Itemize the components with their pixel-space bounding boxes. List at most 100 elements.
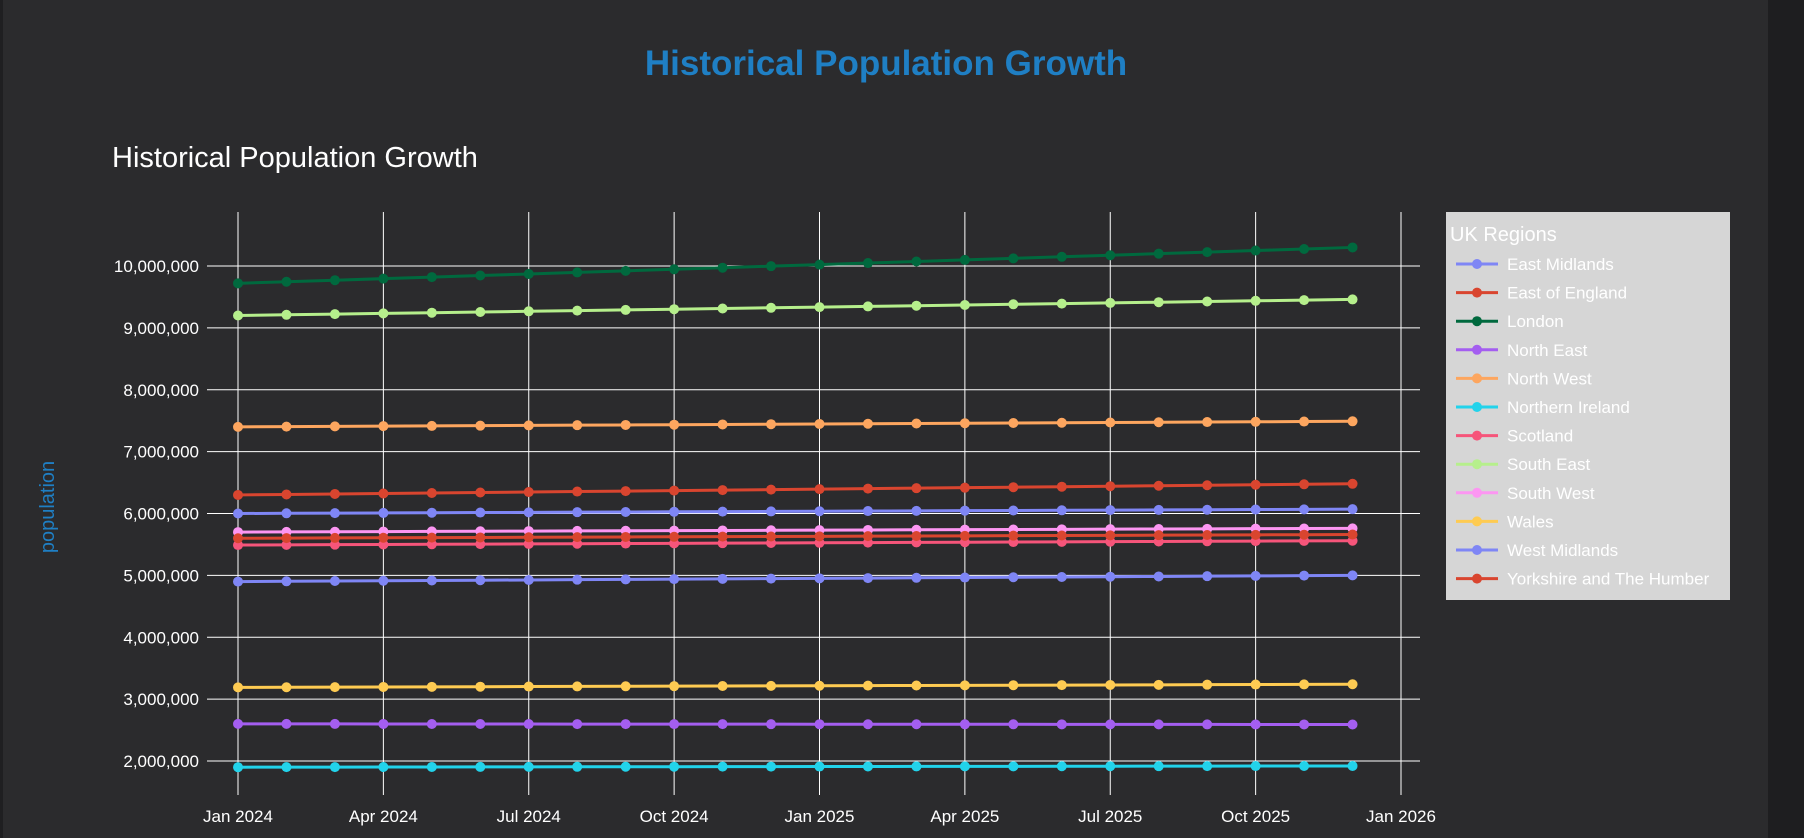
data-point[interactable] — [233, 533, 243, 544]
data-point[interactable] — [959, 719, 970, 730]
data-point[interactable] — [766, 484, 777, 495]
data-point[interactable] — [378, 575, 389, 586]
data-point[interactable] — [1153, 504, 1164, 515]
data-point[interactable] — [620, 419, 631, 430]
data-point[interactable] — [1299, 243, 1310, 254]
data-point[interactable] — [1153, 530, 1164, 541]
legend-item-northern-ireland[interactable]: Northern Ireland — [1456, 398, 1630, 417]
series-london[interactable] — [233, 242, 1358, 289]
data-point[interactable] — [669, 531, 680, 542]
data-point[interactable] — [329, 762, 340, 773]
series-north-west[interactable] — [233, 416, 1358, 432]
data-point[interactable] — [717, 573, 728, 584]
series-east-of-england[interactable] — [233, 478, 1358, 500]
data-point[interactable] — [1105, 530, 1116, 541]
data-point[interactable] — [862, 761, 873, 772]
data-point[interactable] — [1056, 719, 1067, 730]
data-point[interactable] — [378, 421, 389, 432]
data-point[interactable] — [620, 506, 631, 517]
data-point[interactable] — [572, 681, 583, 692]
data-point[interactable] — [862, 418, 873, 429]
data-point[interactable] — [766, 573, 777, 584]
data-point[interactable] — [911, 300, 922, 311]
data-point[interactable] — [717, 506, 728, 517]
data-point[interactable] — [426, 307, 437, 318]
legend-item-east-of-england[interactable]: East of England — [1456, 284, 1627, 303]
legend-item-north-west[interactable]: North West — [1456, 369, 1592, 388]
series-east-midlands[interactable] — [233, 570, 1358, 587]
data-point[interactable] — [1250, 245, 1261, 256]
data-point[interactable] — [717, 262, 728, 273]
data-point[interactable] — [1250, 295, 1261, 306]
data-point[interactable] — [862, 573, 873, 584]
data-point[interactable] — [1056, 761, 1067, 772]
data-point[interactable] — [911, 680, 922, 691]
data-point[interactable] — [523, 487, 534, 498]
data-point[interactable] — [378, 532, 389, 543]
data-point[interactable] — [1056, 298, 1067, 309]
data-point[interactable] — [717, 303, 728, 314]
data-point[interactable] — [1056, 481, 1067, 492]
data-point[interactable] — [620, 304, 631, 315]
data-point[interactable] — [1250, 570, 1261, 581]
data-point[interactable] — [523, 306, 534, 317]
data-point[interactable] — [717, 761, 728, 772]
data-point[interactable] — [1008, 418, 1019, 429]
data-point[interactable] — [475, 681, 486, 692]
data-point[interactable] — [1008, 482, 1019, 493]
data-point[interactable] — [1202, 761, 1213, 772]
data-point[interactable] — [1008, 253, 1019, 264]
data-point[interactable] — [572, 761, 583, 772]
data-point[interactable] — [959, 482, 970, 493]
data-point[interactable] — [523, 681, 534, 692]
data-point[interactable] — [1250, 416, 1261, 427]
data-point[interactable] — [1347, 570, 1358, 581]
data-point[interactable] — [572, 507, 583, 518]
data-point[interactable] — [1347, 760, 1358, 771]
data-point[interactable] — [378, 273, 389, 284]
data-point[interactable] — [1202, 504, 1213, 515]
data-point[interactable] — [1250, 529, 1261, 540]
data-point[interactable] — [1347, 504, 1358, 515]
data-point[interactable] — [1202, 417, 1213, 428]
data-point[interactable] — [475, 487, 486, 498]
data-point[interactable] — [233, 310, 243, 321]
data-point[interactable] — [475, 575, 486, 586]
data-point[interactable] — [1202, 480, 1213, 491]
legend[interactable]: UK Regions East Midlands East of England L… — [1446, 212, 1730, 600]
data-point[interactable] — [766, 261, 777, 272]
data-point[interactable] — [1105, 719, 1116, 730]
data-point[interactable] — [426, 718, 437, 729]
data-point[interactable] — [911, 256, 922, 267]
data-point[interactable] — [911, 530, 922, 541]
data-point[interactable] — [378, 762, 389, 773]
data-point[interactable] — [766, 680, 777, 691]
data-point[interactable] — [426, 507, 437, 518]
data-point[interactable] — [814, 573, 825, 584]
data-point[interactable] — [1105, 761, 1116, 772]
data-point[interactable] — [1105, 417, 1116, 428]
legend-item-east-midlands[interactable]: East Midlands — [1456, 255, 1614, 274]
data-point[interactable] — [1202, 247, 1213, 258]
data-point[interactable] — [669, 719, 680, 730]
data-point[interactable] — [766, 531, 777, 542]
data-point[interactable] — [959, 680, 970, 691]
data-point[interactable] — [378, 507, 389, 518]
data-point[interactable] — [1250, 679, 1261, 690]
data-point[interactable] — [1299, 719, 1310, 730]
data-point[interactable] — [475, 420, 486, 431]
data-point[interactable] — [523, 507, 534, 518]
legend-item-south-west[interactable]: South West — [1456, 484, 1595, 503]
data-point[interactable] — [669, 419, 680, 430]
data-point[interactable] — [862, 258, 873, 269]
data-point[interactable] — [233, 762, 243, 773]
data-point[interactable] — [911, 719, 922, 730]
data-point[interactable] — [378, 718, 389, 729]
data-point[interactable] — [1105, 571, 1116, 582]
data-point[interactable] — [281, 682, 292, 693]
series-south-east[interactable] — [233, 294, 1358, 321]
data-point[interactable] — [1347, 242, 1358, 253]
data-point[interactable] — [1105, 679, 1116, 690]
legend-items[interactable]: East Midlands East of England London North … — [1456, 255, 1710, 589]
data-point[interactable] — [911, 761, 922, 772]
